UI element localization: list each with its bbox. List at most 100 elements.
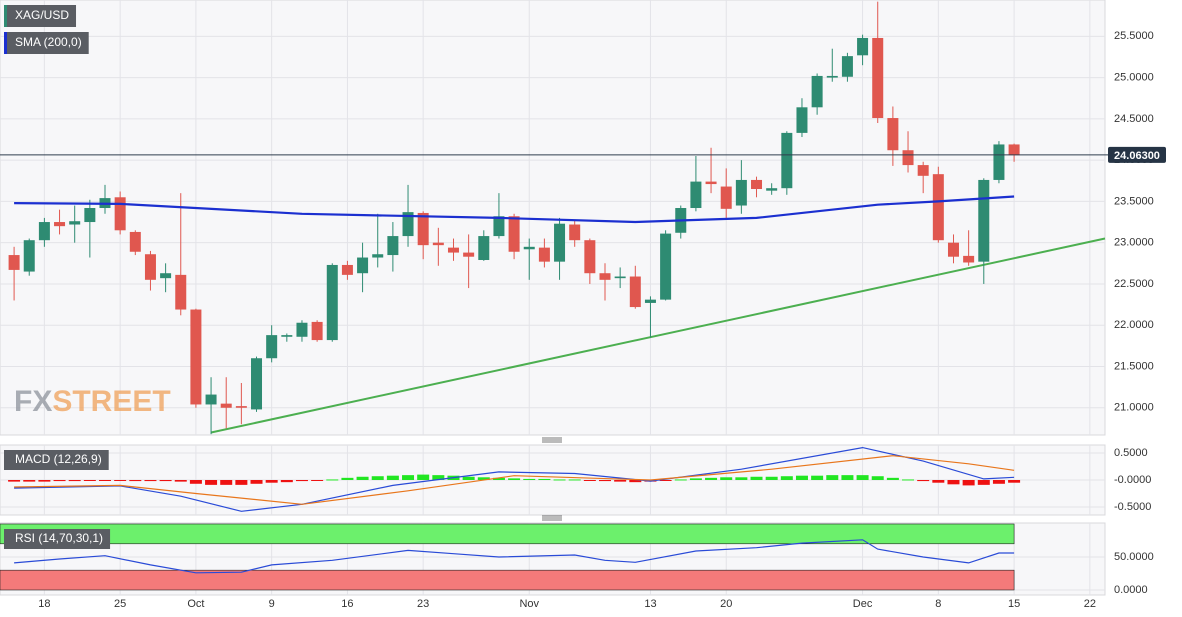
candle-body <box>341 264 353 275</box>
macd-histogram-bar <box>53 480 66 482</box>
candle-body <box>357 257 369 274</box>
candle-body <box>447 247 459 253</box>
candle-body <box>144 254 156 280</box>
macd-line <box>14 455 1015 505</box>
legend-label: SMA (200,0) <box>15 35 82 49</box>
macd-histogram-bar <box>220 480 233 485</box>
macd-histogram-bar <box>1008 480 1021 483</box>
candle-body <box>947 242 959 257</box>
legend-box <box>4 5 77 27</box>
rsi-zone <box>0 523 1015 545</box>
macd-histogram-bar <box>538 478 551 480</box>
legend-box <box>4 32 89 54</box>
macd-histogram-bar <box>932 480 945 483</box>
candle-body <box>190 309 202 405</box>
watermark-part: STREET <box>52 385 170 418</box>
panel-title-box <box>4 450 109 470</box>
candle-body <box>705 181 717 185</box>
candle-body <box>569 224 581 241</box>
candle-body <box>387 236 399 256</box>
y-tick-label: 0.5000 <box>1114 447 1148 459</box>
candle-body <box>129 231 141 252</box>
candle-body <box>902 150 914 166</box>
candle-body <box>8 255 20 270</box>
macd-histogram-bar <box>371 476 384 480</box>
x-tick-label: 23 <box>417 598 429 610</box>
candle-body <box>781 132 793 189</box>
candle-body <box>644 299 656 303</box>
candle-body <box>235 406 247 408</box>
x-tick-label: 20 <box>720 598 732 610</box>
macd-histogram-bar <box>523 478 536 480</box>
candle-body <box>811 75 823 108</box>
y-tick-label: 22.0000 <box>1114 319 1154 331</box>
macd-histogram-bar <box>735 477 748 480</box>
candle-body <box>932 174 944 241</box>
candle-body <box>629 276 641 308</box>
candle-body <box>220 403 232 408</box>
macd-histogram-bar <box>280 480 293 483</box>
y-tick-label: 23.5000 <box>1114 195 1154 207</box>
macd-histogram-bar <box>99 480 111 481</box>
macd-histogram-bar <box>508 478 521 480</box>
candle-body <box>281 335 293 337</box>
macd-histogram-bar <box>402 475 415 480</box>
candle-body <box>735 179 747 206</box>
panel-resize-grip[interactable] <box>542 515 562 521</box>
candle-body <box>584 240 596 274</box>
candle-body <box>614 276 626 279</box>
macd-histogram-bar <box>144 480 157 482</box>
macd-histogram-bar <box>599 480 611 482</box>
candle-body <box>417 212 429 246</box>
trendline <box>210 237 1106 434</box>
candle-body <box>251 358 263 410</box>
panel-title-label: RSI (14,70,30,1) <box>15 531 103 545</box>
candle-body <box>993 144 1005 180</box>
watermark-part: FX <box>14 385 52 418</box>
macd-histogram-bar <box>811 475 824 480</box>
macd-histogram-bar <box>553 479 566 481</box>
panel-title-label: MACD (12,26,9) <box>15 452 102 466</box>
macd-histogram-bar <box>871 476 884 480</box>
macd-histogram-bar <box>962 480 975 486</box>
macd-histogram-bar <box>856 475 869 480</box>
candle-body <box>311 321 323 341</box>
last-price-box <box>1108 146 1166 163</box>
y-tick-label: 0.0000 <box>1114 584 1148 596</box>
candle-body <box>432 242 444 246</box>
y-tick-label: 23.0000 <box>1114 237 1154 249</box>
macd-histogram-bar <box>947 480 960 485</box>
x-tick-label: 9 <box>269 598 275 610</box>
macd-histogram-bar <box>8 480 21 482</box>
candle-body <box>857 37 869 56</box>
x-tick-label: Oct <box>187 598 204 610</box>
macd-histogram-bar <box>720 477 733 480</box>
macd-histogram-bar <box>23 480 36 482</box>
macd-histogram-bar <box>417 474 430 480</box>
candle-body <box>266 335 278 359</box>
macd-line <box>14 446 1015 512</box>
macd-histogram-bar <box>750 476 763 480</box>
candle-body <box>493 216 505 237</box>
candle-body <box>84 208 96 223</box>
macd-histogram-bar <box>614 480 627 482</box>
candle-body <box>508 216 520 252</box>
panel-resize-grip[interactable] <box>542 437 562 443</box>
candle-body <box>599 273 611 280</box>
macd-histogram-bar <box>902 479 915 481</box>
macd-histogram-bar <box>174 480 187 482</box>
x-tick-label: 22 <box>1084 598 1096 610</box>
macd-histogram-bar <box>477 477 490 480</box>
macd-histogram-bar <box>356 476 369 480</box>
x-tick-label: 16 <box>341 598 353 610</box>
candle-body <box>478 236 490 261</box>
candle-body <box>720 186 732 209</box>
panel-title: MACD (12,26,9) <box>4 450 109 470</box>
panel-title: RSI (14,70,30,1) <box>4 529 111 549</box>
macd-histogram-bar <box>326 479 339 481</box>
candle-body <box>402 212 414 237</box>
x-tick-label: Nov <box>519 598 539 610</box>
macd-histogram-bar <box>341 477 354 480</box>
